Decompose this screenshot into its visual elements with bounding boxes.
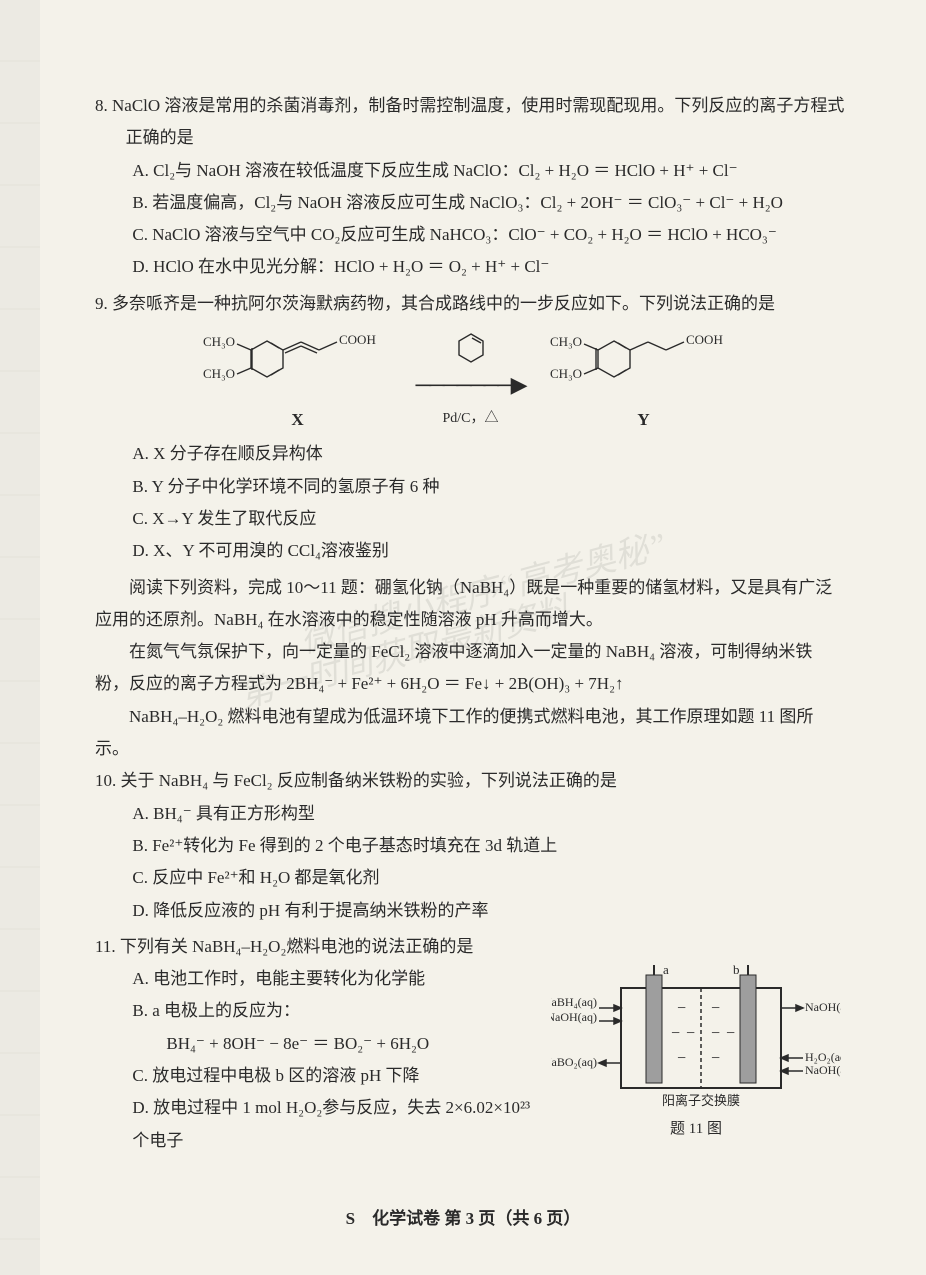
svg-text:−: − [711, 1000, 720, 1017]
passage-p2: 在氮气气氛保护下，向一定量的 FeCl₂ 溶液中逐滴加入一定量的 NaBH₄ 溶… [95, 636, 846, 701]
arrow-line: ───────▶ [415, 364, 525, 406]
svg-text:−: − [677, 1050, 686, 1067]
q11-option-c: C. 放电过程中电极 b 区的溶液 pH 下降 [95, 1060, 538, 1092]
q9-option-b: B. Y 分子中化学环境不同的氢原子有 6 种 [95, 471, 846, 503]
reaction-arrow: ───────▶ Pd/C，△ [415, 330, 525, 432]
svg-text:−: − [726, 1025, 735, 1042]
q9-reaction-scheme: CH₃O CH₃O COOH X ───────▶ Pd/C，△ [95, 326, 846, 436]
page-binding-edge [0, 0, 40, 1275]
y-sub2: CH₃O [550, 366, 582, 381]
electrode-b-label: b [733, 963, 740, 977]
q10-stem: 10. 关于 NaBH₄ 与 FeCl₂ 反应制备纳米铁粉的实验，下列说法正确的… [95, 765, 846, 797]
q11-stem: 11. 下列有关 NaBH₄–H₂O₂燃料电池的说法正确的是 [95, 931, 846, 963]
exam-page: 8. NaClO 溶液是常用的杀菌消毒剂，制备时需控制温度，使用时需现配现用。下… [0, 0, 926, 1275]
q11-fig-caption: 题 11 图 [546, 1115, 846, 1144]
cyclohexene-icon [449, 330, 493, 364]
right-out-top: NaOH(aq) [805, 1000, 841, 1014]
q11-option-a: A. 电池工作时，电能主要转化为化学能 [95, 963, 538, 995]
q10-option-b: B. Fe²⁺转化为 Fe 得到的 2 个电子基态时填充在 3d 轨道上 [95, 830, 846, 862]
right-in-top: H₂O₂(aq) [805, 1050, 841, 1064]
q8-option-c: C. NaClO 溶液与空气中 CO₂反应可生成 NaHCO₃：ClO⁻ + C… [95, 219, 846, 251]
molecule-y: CH₃O CH₃O COOH Y [544, 326, 744, 436]
arrow-cond: Pd/C，△ [442, 406, 498, 433]
svg-text:−: − [671, 1025, 680, 1042]
svg-text:−: − [677, 1000, 686, 1017]
page-footer: S 化学试卷 第 3 页（共 6 页） [0, 1203, 926, 1235]
x-sub1: CH₃O [204, 334, 236, 349]
question-9: 9. 多奈哌齐是一种抗阿尔茨海默病药物，其合成路线中的一步反应如下。下列说法正确… [95, 288, 846, 568]
x-tail: COOH [339, 332, 376, 347]
q9-option-a: A. X 分子存在顺反异构体 [95, 438, 846, 470]
x-sub2: CH₃O [204, 366, 236, 381]
q10-option-a: A. BH₄⁻ 具有正方形构型 [95, 798, 846, 830]
passage-p3: NaBH₄–H₂O₂ 燃料电池有望成为低温环境下工作的便携式燃料电池，其工作原理… [95, 701, 846, 766]
passage-p1: 阅读下列资料，完成 10～11 题：硼氢化钠（NaBH₄）既是一种重要的储氢材料… [95, 572, 846, 637]
q11-option-b-eq: BH₄⁻ + 8OH⁻ − 8e⁻ ＝ BO₂⁻ + 6H₂O [95, 1028, 538, 1060]
y-sub1: CH₃O [550, 334, 582, 349]
x-label: X [291, 404, 303, 436]
molecule-x: CH₃O CH₃O COOH X [197, 326, 397, 436]
q8-option-b: B. 若温度偏高，Cl₂与 NaOH 溶液反应可生成 NaClO₃：Cl₂ + … [95, 187, 846, 219]
q11-option-b: B. a 电极上的反应为： [95, 995, 538, 1027]
svg-text:−: − [711, 1025, 720, 1042]
q8-option-d: D. HClO 在水中见光分解：HClO + H₂O ＝ O₂ + H⁺ + C… [95, 251, 846, 283]
electrode-a-label: a [663, 963, 669, 977]
question-8: 8. NaClO 溶液是常用的杀菌消毒剂，制备时需控制温度，使用时需现配现用。下… [95, 90, 846, 284]
y-label: Y [637, 404, 649, 436]
membrane-label: 阳离子交换膜 [662, 1093, 740, 1108]
q11-figure: a b −− −−−− −− [546, 963, 846, 1144]
q8-stem: 8. NaClO 溶液是常用的杀菌消毒剂，制备时需控制温度，使用时需现配现用。下… [95, 90, 846, 155]
passage-block: 微信搜小程序“高考奥秘” 第一时间获取最新资料 阅读下列资料，完成 10～11 … [95, 572, 846, 766]
q9-option-c: C. X→Y 发生了取代反应 [95, 503, 846, 535]
q10-option-d: D. 降低反应液的 pH 有利于提高纳米铁粉的产率 [95, 895, 846, 927]
question-11: 11. 下列有关 NaBH₄–H₂O₂燃料电池的说法正确的是 A. 电池工作时，… [95, 931, 846, 1157]
right-in-bot: NaOH(aq) [805, 1063, 841, 1077]
question-10: 10. 关于 NaBH₄ 与 FeCl₂ 反应制备纳米铁粉的实验，下列说法正确的… [95, 765, 846, 926]
q8-option-a: A. Cl₂与 NaOH 溶液在较低温度下反应生成 NaClO：Cl₂ + H₂… [95, 155, 846, 187]
q9-stem: 9. 多奈哌齐是一种抗阿尔茨海默病药物，其合成路线中的一步反应如下。下列说法正确… [95, 288, 846, 320]
q9-option-d: D. X、Y 不可用溴的 CCl₄溶液鉴别 [95, 535, 846, 567]
left-in-bot: NaOH(aq) [551, 1010, 597, 1024]
q11-option-d: D. 放电过程中 1 mol H₂O₂参与反应，失去 2×6.02×10²³个电… [95, 1092, 538, 1157]
left-out: NaBO₂(aq) [551, 1055, 597, 1069]
left-in-top: NaBH₄(aq) [551, 995, 597, 1009]
svg-text:−: − [711, 1050, 720, 1067]
svg-text:−: − [686, 1025, 695, 1042]
q10-option-c: C. 反应中 Fe²⁺和 H₂O 都是氧化剂 [95, 862, 846, 894]
y-tail: COOH [686, 332, 723, 347]
